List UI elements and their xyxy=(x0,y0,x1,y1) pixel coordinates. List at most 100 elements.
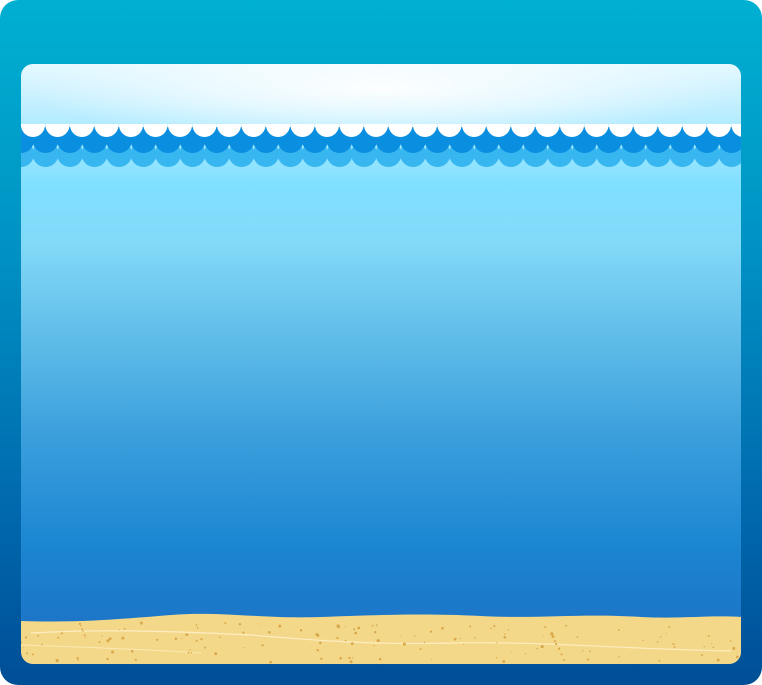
sand-speck xyxy=(618,656,620,658)
sand-speck xyxy=(672,643,675,646)
sand-speck xyxy=(200,638,203,641)
wave-foam xyxy=(290,124,315,137)
sand-speck xyxy=(218,636,221,638)
sand-speck xyxy=(60,632,63,635)
wave-foam xyxy=(707,124,731,137)
sand-speck xyxy=(319,641,322,645)
sand-speck xyxy=(658,659,661,662)
sand-speck xyxy=(729,640,732,642)
wave-band xyxy=(21,124,741,167)
sand-speck xyxy=(576,636,579,638)
sand-speck xyxy=(544,626,547,629)
sand-speck xyxy=(733,648,735,651)
sand-speck xyxy=(195,639,198,642)
sand-speck xyxy=(190,652,193,654)
sand-speck xyxy=(374,631,377,634)
sand-speck xyxy=(189,649,191,651)
sand-speck xyxy=(617,629,620,631)
sand-speck xyxy=(23,647,25,649)
sand-speck xyxy=(204,646,206,649)
wave-foam xyxy=(217,124,241,137)
scene-panel xyxy=(21,64,741,664)
wave-foam xyxy=(241,124,266,137)
sand-speck xyxy=(350,642,354,646)
sand-speck xyxy=(551,634,555,639)
sand-speck xyxy=(344,639,347,642)
sand-speck xyxy=(589,650,591,653)
sand-speck xyxy=(493,625,496,628)
sand-speck xyxy=(351,656,354,659)
sand-speck xyxy=(268,630,271,634)
wave-foam xyxy=(339,124,364,137)
sand-speck xyxy=(32,653,34,656)
sand-speck xyxy=(111,650,115,654)
sand-speck xyxy=(441,627,444,630)
sand-speck xyxy=(553,640,557,643)
sand-speck xyxy=(139,621,143,625)
wave-foam xyxy=(70,124,94,137)
sand-speck xyxy=(507,628,510,631)
sand-speck xyxy=(278,624,282,628)
sand-speck xyxy=(560,653,563,656)
sand-speck xyxy=(673,646,676,648)
sand-speck xyxy=(490,627,492,630)
sand-speck xyxy=(496,642,498,644)
sand-speck xyxy=(462,644,464,646)
sand-speck xyxy=(258,623,260,625)
sand-speck xyxy=(55,659,59,663)
sand-speck xyxy=(121,636,125,640)
sand-speck xyxy=(550,632,554,636)
sand-speck xyxy=(118,629,120,631)
sand-speck xyxy=(37,635,40,637)
sand-speck xyxy=(400,635,402,637)
sand-speck xyxy=(214,652,218,656)
sand-speck xyxy=(349,660,353,664)
sand-specks xyxy=(21,621,739,664)
sand-speck xyxy=(80,625,82,627)
wave-foam xyxy=(731,124,741,137)
sand-speck xyxy=(536,647,538,650)
sand-speck xyxy=(668,626,671,629)
sand-speck xyxy=(57,636,60,639)
wave-foam xyxy=(119,124,143,137)
sand-speck xyxy=(659,636,662,638)
sand-speck xyxy=(665,633,667,635)
wave-foam xyxy=(413,124,437,137)
sand-speck xyxy=(196,627,199,629)
sand-speck xyxy=(78,622,81,625)
sand-speck xyxy=(98,641,101,644)
sand-speck xyxy=(502,659,506,663)
wave-foam xyxy=(94,124,119,137)
sand-speck xyxy=(453,637,457,641)
sand-speck xyxy=(707,635,710,637)
sand-speck xyxy=(336,637,339,640)
sand-speck xyxy=(83,634,86,637)
sand-speck xyxy=(703,646,705,648)
sand-speck xyxy=(557,647,561,650)
sand-speck xyxy=(656,641,659,643)
sand-speck xyxy=(238,623,242,626)
sand-speck xyxy=(429,630,433,633)
sand-speck xyxy=(261,644,264,647)
wave-row-foam xyxy=(21,124,741,137)
wave-foam xyxy=(143,124,168,137)
sand-speck xyxy=(106,639,110,643)
wave-foam xyxy=(266,124,290,137)
sand-speck xyxy=(711,643,713,645)
wave-foam xyxy=(633,124,658,137)
sand-speck xyxy=(224,622,227,624)
wave-foam xyxy=(388,124,413,137)
sand-speck xyxy=(339,657,342,660)
sand-speck xyxy=(378,658,382,661)
sand-speck xyxy=(354,631,358,635)
sand-floor xyxy=(21,613,741,664)
sand-speck xyxy=(542,635,544,637)
wave-foam xyxy=(609,124,633,137)
sand-speck xyxy=(185,633,189,637)
sand-speck xyxy=(299,629,303,632)
sand-speck xyxy=(735,655,739,659)
sand-speck xyxy=(357,626,361,630)
sand-speck xyxy=(414,635,416,637)
sand-speck xyxy=(581,649,584,652)
